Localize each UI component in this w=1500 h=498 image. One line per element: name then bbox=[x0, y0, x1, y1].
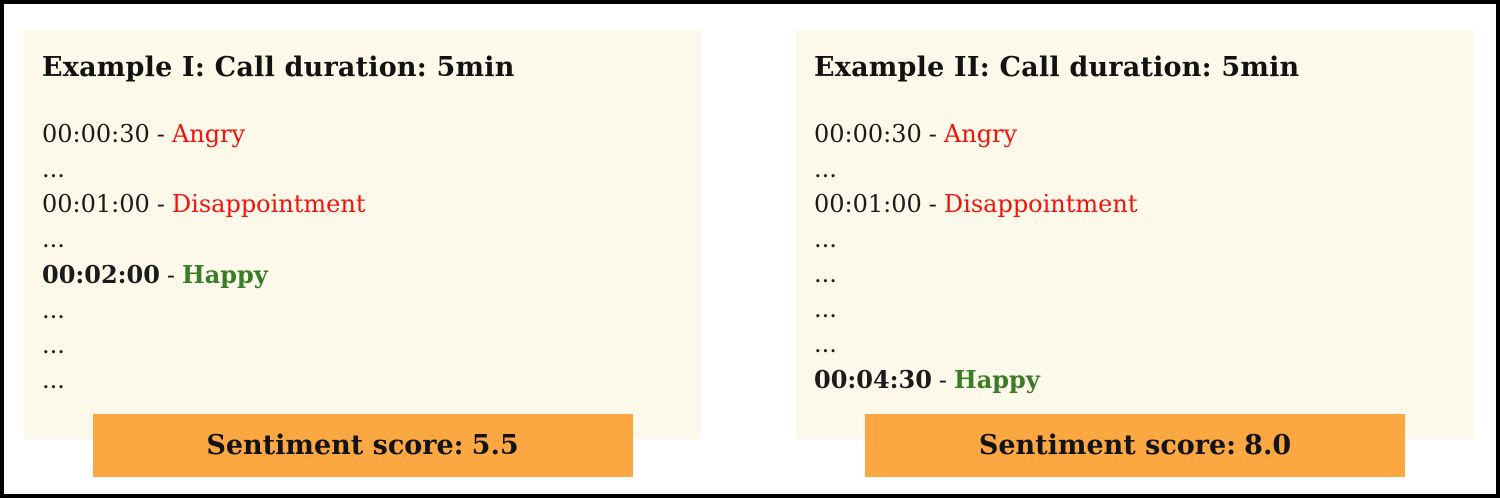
ellipsis-line: ... bbox=[42, 331, 65, 359]
transcript-line: 00:02:00- Happy bbox=[42, 257, 701, 293]
ellipsis-line: ... bbox=[814, 330, 837, 358]
sentiment-score-value: 8.0 bbox=[1244, 430, 1292, 461]
emotion-label: Angry bbox=[943, 120, 1018, 148]
timestamp: 00:01:00 bbox=[814, 190, 922, 218]
transcript-line: 00:00:30- Angry bbox=[42, 117, 701, 152]
ellipsis-line: ... bbox=[814, 225, 837, 253]
example-1-transcript: 00:00:30- Angry ... 00:01:00- Disappointme… bbox=[42, 117, 701, 398]
separator: - bbox=[928, 190, 937, 218]
timestamp: 00:04:30 bbox=[814, 365, 932, 394]
emotion-label: Disappointment bbox=[171, 190, 366, 218]
example-1-title: Example I: Call duration: 5min bbox=[42, 52, 515, 83]
ellipsis-line: ... bbox=[814, 260, 837, 288]
separator: - bbox=[156, 190, 165, 218]
ellipsis-line: ... bbox=[42, 366, 65, 394]
emotion-label: Happy bbox=[182, 260, 268, 289]
sentiment-score-label: Sentiment score: bbox=[978, 430, 1237, 461]
separator: - bbox=[166, 261, 176, 289]
ellipsis-line: ... bbox=[42, 155, 65, 183]
ellipsis-line: ... bbox=[42, 296, 65, 324]
timestamp: 00:00:30 bbox=[42, 120, 150, 148]
sentiment-score-value: 5.5 bbox=[471, 430, 519, 461]
separator: - bbox=[928, 120, 937, 148]
separator: - bbox=[938, 366, 948, 394]
emotion-label: Happy bbox=[954, 365, 1040, 394]
example-2-title: Example II: Call duration: 5min bbox=[814, 52, 1300, 83]
example-1-panel: Example I: Call duration: 5min 00:00:30-… bbox=[24, 30, 701, 477]
ellipsis-line: ... bbox=[814, 295, 837, 323]
emotion-label: Angry bbox=[171, 120, 246, 148]
ellipsis-line: ... bbox=[814, 155, 837, 183]
timestamp: 00:00:30 bbox=[814, 120, 922, 148]
timestamp: 00:02:00 bbox=[42, 260, 160, 289]
sentiment-score-banner: Sentiment score: 5.5 bbox=[92, 414, 633, 477]
separator: - bbox=[156, 120, 165, 148]
sentiment-score-label: Sentiment score: bbox=[206, 430, 464, 461]
example-2-panel: Example II: Call duration: 5min 00:00:30… bbox=[796, 30, 1474, 477]
ellipsis-line: ... bbox=[42, 225, 65, 253]
transcript-line: 00:01:00- Disappointment bbox=[42, 187, 701, 222]
transcript-line: 00:01:00- Disappointment bbox=[814, 187, 1474, 222]
emotion-label: Disappointment bbox=[943, 190, 1138, 218]
sentiment-score-banner: Sentiment score: 8.0 bbox=[865, 414, 1405, 477]
example-2-transcript: 00:00:30- Angry ... 00:01:00- Disappointme… bbox=[814, 117, 1474, 398]
timestamp: 00:01:00 bbox=[42, 190, 150, 218]
transcript-line: 00:00:30- Angry bbox=[814, 117, 1474, 152]
transcript-line: 00:04:30- Happy bbox=[814, 362, 1474, 398]
